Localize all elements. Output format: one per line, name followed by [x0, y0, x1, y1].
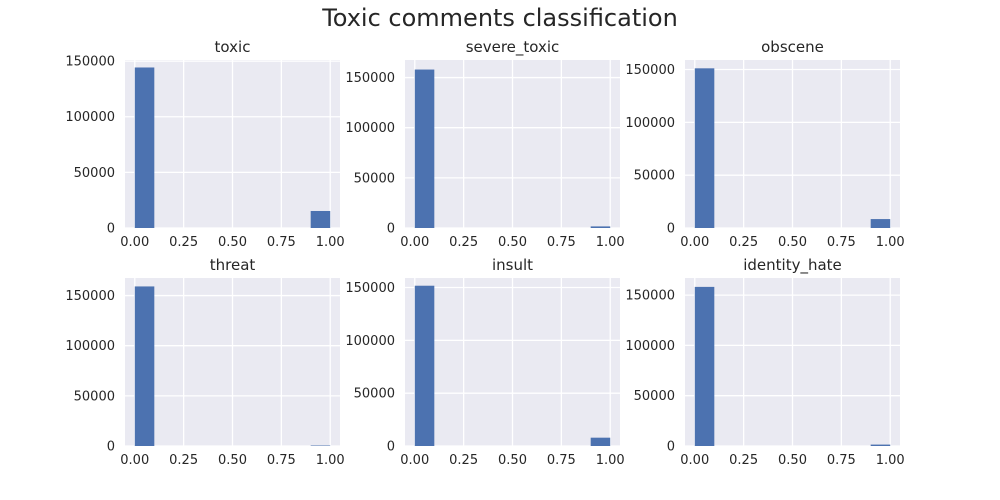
subplot-identity_hate: 0.00 0.25 0.50 0.75 1.00 0 50000 100000 150000 id…: [625, 256, 904, 468]
x-tick-label: 0.50: [218, 235, 247, 250]
y-tick-label: 150000: [625, 63, 675, 78]
subplot-title: threat: [210, 256, 256, 274]
y-tick-label: 0: [387, 440, 395, 455]
y-tick-label: 50000: [634, 389, 675, 404]
subplot-title: severe_toxic: [466, 38, 560, 57]
figure-title: Toxic comments classification: [322, 4, 678, 32]
x-tick-label: 0.25: [169, 453, 198, 468]
x-tick-label: 0.75: [827, 453, 856, 468]
y-tick-label: 50000: [354, 171, 395, 186]
subplot-insult: 0.00 0.25 0.50 0.75 1.00 0 50000 100000 150000 in…: [345, 256, 624, 468]
y-tick-label: 0: [667, 440, 675, 455]
x-tick-label: 0.00: [400, 453, 429, 468]
y-tick-label: 150000: [625, 289, 675, 304]
y-tick-label: 50000: [354, 387, 395, 402]
y-tick-label: 150000: [345, 281, 395, 296]
x-tick-label: 0.75: [827, 235, 856, 250]
histogram-bar: [310, 210, 331, 228]
x-tick-label: 0.50: [498, 453, 527, 468]
histogram-bar: [134, 286, 155, 446]
y-tick-label: 150000: [65, 289, 115, 304]
y-tick-label: 0: [107, 440, 115, 455]
histogram-bar: [694, 286, 715, 446]
x-tick-label: 0.25: [449, 453, 478, 468]
y-tick-label: 100000: [65, 110, 115, 125]
y-tick-label: 100000: [345, 121, 395, 136]
histogram-bar: [134, 67, 155, 229]
x-tick-label: 0.75: [267, 453, 296, 468]
x-tick-label: 0.25: [729, 235, 758, 250]
x-tick-label: 0.00: [680, 453, 709, 468]
x-tick-label: 0.25: [449, 235, 478, 250]
subplot-title: identity_hate: [743, 256, 842, 275]
histogram-bar: [414, 69, 435, 228]
x-tick-label: 1.00: [596, 453, 625, 468]
subplot-title: insult: [492, 256, 533, 274]
subplot-severe_toxic: 0.00 0.25 0.50 0.75 1.00 0 50000 100000 150000 se…: [345, 38, 624, 250]
subplot-title: toxic: [215, 38, 251, 56]
x-tick-label: 0.75: [547, 235, 576, 250]
histogram-bar: [414, 285, 435, 446]
x-tick-label: 0.25: [729, 453, 758, 468]
subplot-toxic: 0.00 0.25 0.50 0.75 1.00 0 50000 100000 150000 to…: [65, 38, 344, 250]
x-tick-label: 0.00: [400, 235, 429, 250]
y-tick-label: 150000: [65, 55, 115, 70]
x-tick-label: 1.00: [316, 235, 345, 250]
y-tick-label: 100000: [625, 116, 675, 131]
x-tick-label: 0.00: [120, 453, 149, 468]
y-tick-label: 0: [387, 222, 395, 237]
histogram-bar: [870, 444, 891, 446]
y-tick-label: 50000: [74, 166, 115, 181]
x-tick-label: 0.50: [498, 235, 527, 250]
histogram-bar: [694, 68, 715, 229]
x-tick-label: 1.00: [876, 453, 905, 468]
y-tick-label: 50000: [74, 389, 115, 404]
histogram-bar: [870, 219, 891, 228]
x-tick-label: 0.75: [267, 235, 296, 250]
x-tick-label: 0.00: [680, 235, 709, 250]
y-tick-label: 150000: [345, 71, 395, 86]
x-tick-label: 1.00: [316, 453, 345, 468]
x-tick-label: 0.75: [547, 453, 576, 468]
subplot-obscene: 0.00 0.25 0.50 0.75 1.00 0 50000 100000 150000 ob…: [625, 38, 904, 250]
histogram-bar: [590, 437, 611, 446]
x-tick-label: 1.00: [596, 235, 625, 250]
x-tick-label: 1.00: [876, 235, 905, 250]
y-tick-label: 100000: [345, 334, 395, 349]
y-tick-label: 100000: [625, 339, 675, 354]
x-tick-label: 0.50: [218, 453, 247, 468]
y-tick-label: 0: [107, 222, 115, 237]
subplot-title: obscene: [761, 38, 824, 56]
y-tick-label: 100000: [65, 339, 115, 354]
x-tick-label: 0.50: [778, 235, 807, 250]
y-tick-label: 0: [667, 222, 675, 237]
subplot-threat: 0.00 0.25 0.50 0.75 1.00 0 50000 100000 150000 th…: [65, 256, 344, 468]
y-tick-label: 50000: [634, 169, 675, 184]
x-tick-label: 0.00: [120, 235, 149, 250]
histogram-bar: [590, 226, 611, 228]
x-tick-label: 0.50: [778, 453, 807, 468]
x-tick-label: 0.25: [169, 235, 198, 250]
